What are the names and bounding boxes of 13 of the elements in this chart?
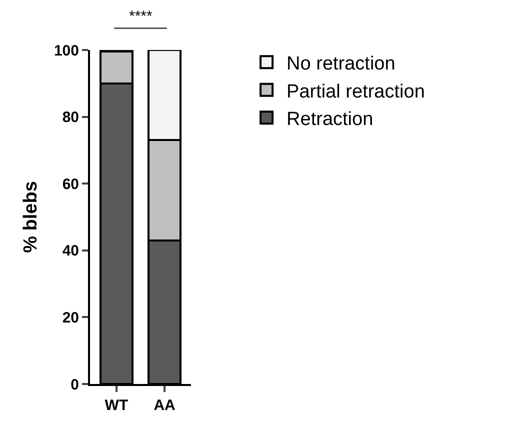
y-axis-title: % blebs <box>20 181 42 253</box>
legend-label: Partial retraction <box>286 81 425 102</box>
y-tick-label: 40 <box>62 242 79 260</box>
x-tick-label: WT <box>104 397 128 414</box>
y-tick-label: 100 <box>54 42 79 60</box>
legend-label: No retraction <box>286 54 396 75</box>
y-tick-label: 0 <box>70 376 79 394</box>
y-tick-label: 60 <box>62 176 79 193</box>
legend-label: Retraction <box>286 108 374 130</box>
text: **** <box>129 8 153 25</box>
y-tick-label: 80 <box>62 109 79 126</box>
x-tick-label: AA <box>154 397 176 414</box>
y-tick-label: 20 <box>62 309 79 326</box>
